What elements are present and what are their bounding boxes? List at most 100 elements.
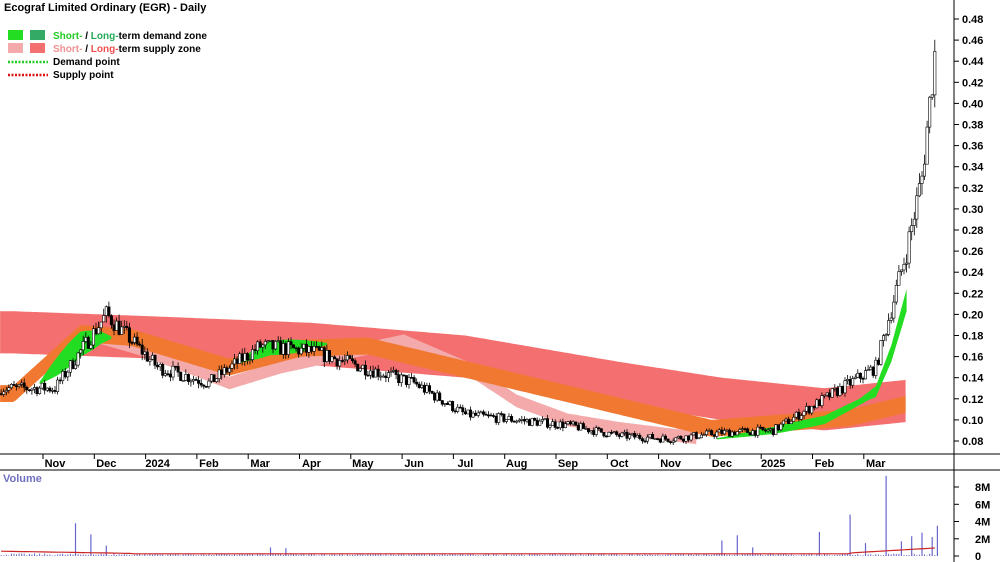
candle-body bbox=[112, 324, 116, 331]
candle-body bbox=[366, 374, 370, 377]
candle-body bbox=[186, 374, 190, 382]
legend-supply-rest: term supply zone bbox=[119, 44, 202, 55]
candle-body bbox=[504, 419, 508, 422]
candle-body bbox=[317, 346, 321, 351]
candle-body bbox=[920, 175, 924, 184]
candle-body bbox=[730, 431, 734, 437]
candle-body bbox=[789, 421, 793, 424]
candle-body bbox=[320, 347, 324, 351]
candle-body bbox=[784, 418, 788, 422]
candle-body bbox=[168, 373, 172, 378]
candle-body bbox=[869, 366, 873, 370]
candle-body bbox=[538, 420, 542, 426]
candle-body bbox=[7, 387, 11, 391]
candle-body bbox=[607, 431, 611, 437]
candle-body bbox=[689, 434, 693, 441]
x-tick-label: Jun bbox=[404, 458, 424, 470]
y-tick-label: 0.48 bbox=[962, 14, 983, 26]
candle-body bbox=[684, 435, 688, 442]
candle-body bbox=[225, 367, 229, 373]
legend-demand-zone: Short- / Long-term demand zone bbox=[53, 31, 207, 42]
candle-body bbox=[197, 380, 201, 384]
candle-body bbox=[135, 336, 139, 345]
candle-body bbox=[594, 427, 598, 435]
volume-tick-label: 6M bbox=[975, 499, 990, 511]
candle-body bbox=[89, 344, 93, 349]
candle-body bbox=[848, 378, 852, 386]
candle-body bbox=[738, 429, 742, 432]
y-tick-label: 0.28 bbox=[962, 225, 983, 237]
candle-body bbox=[38, 387, 42, 395]
candle-body bbox=[2, 391, 6, 395]
candle-body bbox=[335, 358, 339, 367]
candle-body bbox=[484, 413, 488, 416]
legend-demand-sep: / bbox=[82, 31, 90, 42]
candle-body bbox=[817, 399, 821, 406]
candle-body bbox=[240, 353, 244, 362]
candle-body bbox=[489, 414, 493, 417]
candle-body bbox=[592, 430, 596, 435]
candle-body bbox=[45, 387, 49, 391]
candle-body bbox=[302, 343, 306, 349]
candle-body bbox=[109, 315, 113, 326]
candle-body bbox=[384, 375, 388, 379]
candle-body bbox=[758, 426, 762, 429]
x-tick-label: Oct bbox=[610, 458, 629, 470]
candle-body bbox=[425, 385, 429, 393]
candle-body bbox=[794, 411, 798, 418]
candle-body bbox=[63, 370, 67, 378]
candle-body bbox=[535, 419, 539, 426]
candle-body bbox=[371, 370, 375, 378]
candle-body bbox=[179, 371, 183, 381]
candle-body bbox=[492, 415, 496, 417]
candle-body bbox=[322, 347, 326, 363]
candle-body bbox=[566, 421, 570, 425]
candle-body bbox=[40, 382, 44, 389]
candle-body bbox=[522, 418, 526, 422]
candle-body bbox=[681, 438, 685, 442]
candle-body bbox=[599, 428, 603, 433]
candle-body bbox=[728, 429, 732, 437]
candle-body bbox=[763, 429, 767, 432]
candle-body bbox=[479, 411, 483, 414]
legend-supply-zone: Short- / Long-term supply zone bbox=[53, 44, 201, 55]
candle-body bbox=[905, 262, 909, 265]
candle-body bbox=[481, 411, 485, 415]
candle-body bbox=[907, 231, 911, 264]
candle-body bbox=[230, 363, 234, 369]
candle-body bbox=[407, 377, 411, 385]
candle-body bbox=[153, 354, 157, 366]
candle-body bbox=[648, 433, 652, 438]
candle-body bbox=[597, 427, 601, 430]
candle-body bbox=[756, 426, 760, 436]
candle-body bbox=[748, 432, 752, 436]
candle-body bbox=[676, 436, 680, 439]
candle-body bbox=[461, 407, 465, 413]
candle-body bbox=[553, 421, 557, 428]
candle-body bbox=[127, 327, 131, 343]
x-tick-label: Dec bbox=[96, 458, 116, 470]
candle-body bbox=[579, 423, 583, 431]
candle-body bbox=[871, 366, 875, 376]
candle-body bbox=[56, 379, 60, 392]
candle-body bbox=[615, 431, 619, 436]
candle-body bbox=[635, 434, 639, 438]
candle-body bbox=[210, 374, 214, 382]
candle-body bbox=[381, 375, 385, 378]
candle-body bbox=[666, 438, 670, 442]
candle-body bbox=[543, 418, 547, 420]
candle-body bbox=[22, 382, 26, 388]
candle-body bbox=[892, 301, 896, 319]
candle-body bbox=[276, 340, 280, 343]
candle-body bbox=[143, 351, 147, 355]
candle-body bbox=[825, 392, 829, 396]
candle-body bbox=[289, 341, 293, 346]
candle-body bbox=[30, 388, 34, 391]
candle-body bbox=[327, 350, 331, 362]
candle-body bbox=[458, 406, 462, 409]
candle-body bbox=[192, 378, 196, 382]
candle-body bbox=[822, 394, 826, 397]
x-tick-label: Sep bbox=[558, 458, 578, 470]
legend-supply-long-text: Long- bbox=[91, 44, 119, 55]
candle-body bbox=[674, 437, 678, 442]
